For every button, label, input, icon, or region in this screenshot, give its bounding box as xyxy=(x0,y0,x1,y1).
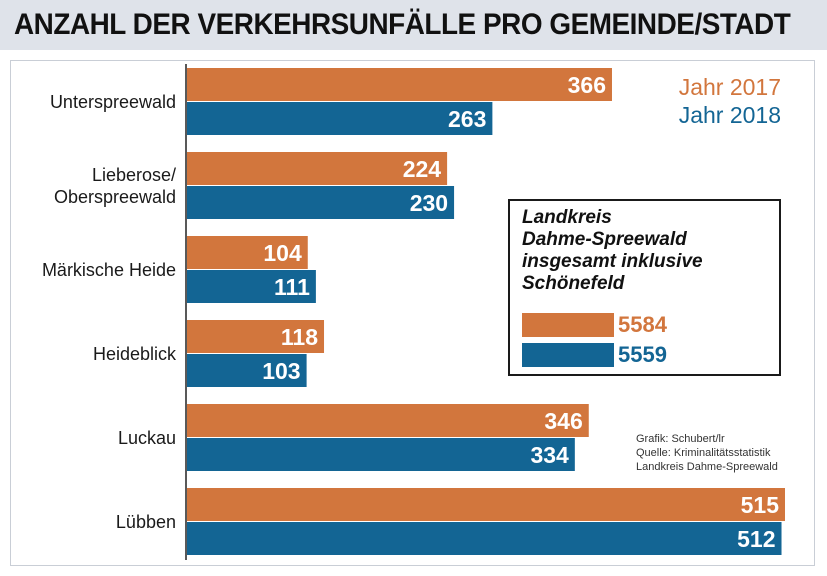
bar-luckau-2018 xyxy=(187,438,575,471)
value-label-luckau-2017: 346 xyxy=(544,408,582,434)
value-label-heideblick-2018: 103 xyxy=(262,358,300,384)
value-label-m-rkische-heide-2018: 111 xyxy=(274,274,310,300)
totals-title: Landkreis Dahme-Spreewald insgesamt inkl… xyxy=(522,207,703,294)
bar-heideblick-2017 xyxy=(187,320,325,353)
bar-l-bben-2017 xyxy=(187,488,785,521)
bar-l-bben-2018 xyxy=(187,522,782,555)
header-band: ANZAHL DER VERKEHRSUNFÄLLE PRO GEMEINDE/… xyxy=(0,0,827,50)
value-label-l-bben-2017: 515 xyxy=(741,492,780,518)
bar-lieberose-oberspreewald-2018 xyxy=(187,186,455,219)
value-label-luckau-2018: 334 xyxy=(530,442,569,468)
bar-heideblick-2018 xyxy=(187,354,307,387)
value-label-m-rkische-heide-2017: 104 xyxy=(263,240,302,266)
bar-m-rkische-heide-2018 xyxy=(187,270,316,303)
bar-unterspreewald-2017 xyxy=(187,68,612,101)
bar-unterspreewald-2018 xyxy=(187,102,493,135)
legend-item-2018: Jahr 2018 xyxy=(678,102,781,128)
credit-graphic: Grafik: Schubert/lr xyxy=(636,433,725,445)
value-label-lieberose-oberspreewald-2018: 230 xyxy=(410,190,448,216)
credit-source: Quelle: Kriminalitätsstatistik xyxy=(636,447,771,459)
legend-item-2017: Jahr 2017 xyxy=(678,74,781,100)
category-label-l-bben: Lübben xyxy=(116,512,176,532)
bar-luckau-2017 xyxy=(187,404,589,437)
totals-bar-2018 xyxy=(522,343,614,367)
bar-lieberose-oberspreewald-2017 xyxy=(187,152,448,185)
value-label-lieberose-oberspreewald-2017: 224 xyxy=(403,156,442,182)
credit-source-detail: Landkreis Dahme-Spreewald xyxy=(636,461,778,473)
category-label-m-rkische-heide: Märkische Heide xyxy=(42,260,176,280)
credits: Grafik: Schubert/lr Quelle: Kriminalität… xyxy=(636,432,778,474)
totals-value-2017: 5584 xyxy=(618,312,667,337)
category-label-lieberose-oberspreewald: Lieberose/Oberspreewald xyxy=(54,165,176,207)
value-label-unterspreewald-2017: 366 xyxy=(568,72,606,98)
value-label-heideblick-2017: 118 xyxy=(281,324,318,350)
year-legend: Jahr 2017 Jahr 2018 xyxy=(679,73,781,129)
category-label-unterspreewald: Unterspreewald xyxy=(50,92,176,112)
category-label-heideblick: Heideblick xyxy=(93,344,177,364)
value-label-unterspreewald-2018: 263 xyxy=(448,106,486,132)
totals-value-2018: 5559 xyxy=(618,342,667,367)
chart-title: ANZAHL DER VERKEHRSUNFÄLLE PRO GEMEINDE/… xyxy=(14,8,791,41)
totals-box: Landkreis Dahme-Spreewald insgesamt inkl… xyxy=(508,199,781,376)
value-label-l-bben-2018: 512 xyxy=(737,526,775,552)
category-label-luckau: Luckau xyxy=(118,428,176,448)
totals-bar-2017 xyxy=(522,313,614,337)
bar-m-rkische-heide-2017 xyxy=(187,236,308,269)
